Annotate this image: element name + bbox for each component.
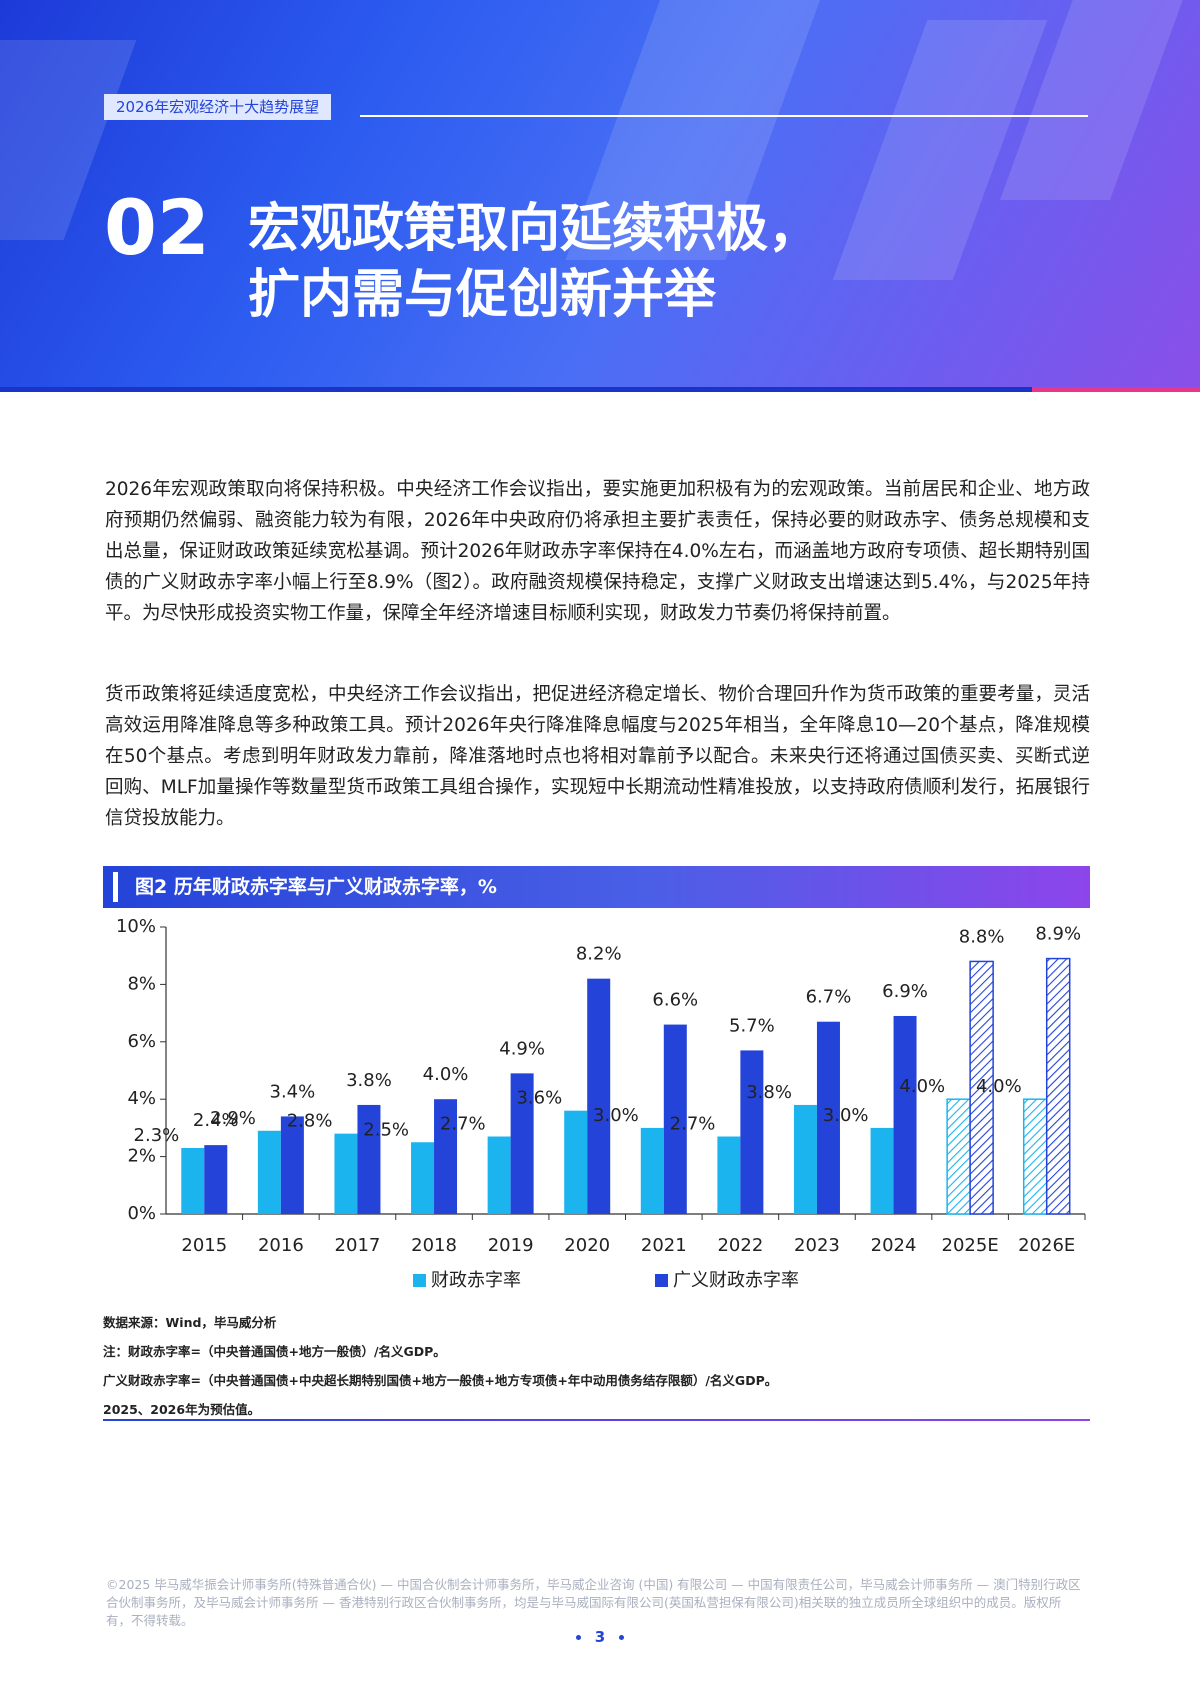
x-tick-label: 2015	[181, 1235, 227, 1256]
legend-label: 广义财政赤字率	[673, 1270, 799, 1291]
value-label: 4.0%	[976, 1076, 1022, 1097]
bar	[411, 1142, 435, 1214]
legend-swatch	[655, 1274, 668, 1287]
x-tick-label: 2024	[871, 1235, 917, 1256]
note: 2025、2026年为预估值。	[103, 1402, 261, 1417]
x-tick-label: 2025E	[942, 1235, 999, 1256]
value-label: 8.8%	[959, 926, 1005, 947]
title-line: 宏观政策取向延续积极，	[248, 199, 821, 259]
x-tick-label: 2023	[794, 1235, 840, 1256]
y-tick-label: 2%	[127, 1146, 156, 1167]
value-label: 4.0%	[423, 1064, 469, 1085]
copyright: ©2025 毕马威华振会计师事务所(特殊普通合伙) — 中国合伙制会计师事务所，…	[106, 1577, 1081, 1628]
header-banner: 2026年宏观经济十大趋势展望 02 宏观政策取向延续积极， 扩内需与促创新并举	[0, 0, 1200, 392]
bar	[357, 1104, 381, 1214]
y-tick-label: 0%	[127, 1203, 156, 1224]
x-tick-label: 2017	[335, 1235, 381, 1256]
paragraph: 2026年宏观政策取向将保持积极。中央经济工作会议指出，要实施更加积极有为的宏观…	[105, 479, 1090, 624]
x-tick-label: 2021	[641, 1235, 687, 1256]
bar	[434, 1099, 458, 1214]
bar	[257, 1130, 281, 1214]
value-label: 2.3%	[134, 1125, 180, 1146]
value-label: 4.9%	[499, 1038, 545, 1059]
note: 数据来源：Wind，毕马威分析	[103, 1315, 277, 1330]
bar	[181, 1147, 205, 1214]
x-tick-label: 2016	[258, 1235, 304, 1256]
banner-rule	[0, 387, 1200, 392]
section-title: 宏观政策取向延续积极， 扩内需与促创新并举	[248, 196, 820, 328]
legend-label: 财政赤字率	[431, 1270, 521, 1291]
value-label: 6.6%	[652, 990, 698, 1011]
value-label: 4.0%	[899, 1076, 945, 1097]
value-label: 2.9%	[210, 1108, 256, 1129]
x-tick-label: 2026E	[1018, 1235, 1075, 1256]
notes-rule	[103, 1419, 1090, 1421]
value-label: 3.8%	[346, 1070, 392, 1091]
value-label: 5.7%	[729, 1015, 775, 1036]
value-label: 6.7%	[806, 987, 852, 1008]
bar	[816, 1021, 840, 1214]
decor	[832, 20, 1048, 280]
paragraph: 货币政策将延续适度宽松，中央经济工作会议指出，把促进经济稳定增长、物价合理回升作…	[105, 684, 1090, 829]
bar	[487, 1136, 511, 1214]
page-number: 3	[0, 1628, 1200, 1646]
value-label: 3.8%	[746, 1082, 792, 1103]
bar	[204, 1145, 228, 1214]
header-rule	[360, 115, 1088, 117]
value-label: 3.6%	[516, 1088, 562, 1109]
y-tick-label: 6%	[127, 1031, 156, 1052]
bar	[640, 1127, 664, 1214]
value-label: 8.9%	[1035, 924, 1081, 945]
x-tick-label: 2018	[411, 1235, 457, 1256]
bar	[793, 1104, 817, 1214]
value-label: 3.0%	[823, 1105, 869, 1126]
bar	[663, 1024, 687, 1214]
value-label: 2.5%	[363, 1119, 409, 1140]
bar	[717, 1136, 741, 1214]
value-label: 2.7%	[440, 1114, 486, 1135]
note: 广义财政赤字率=（中央普通国债+中央超长期特别国债+地方一般债+地方专项债+年中…	[103, 1373, 778, 1388]
bar	[564, 1110, 588, 1214]
value-label: 6.9%	[882, 981, 928, 1002]
value-label: 8.2%	[576, 944, 622, 965]
bar	[969, 960, 994, 1215]
y-tick-label: 4%	[127, 1088, 156, 1109]
page-number-text: 3	[594, 1628, 606, 1646]
bar	[870, 1127, 894, 1214]
y-tick-label: 8%	[127, 973, 156, 994]
bar	[893, 1015, 917, 1214]
bar	[280, 1116, 304, 1214]
x-tick-label: 2019	[488, 1235, 534, 1256]
section-number: 02	[104, 183, 210, 272]
chart: 0% 2% 4% 6% 8% 10% 2015 2.3% 2.4% 2016 2.9% 3.4% 201…	[116, 916, 1086, 1291]
note: 注：财政赤字率=（中央普通国债+地方一般债）/名义GDP。	[103, 1344, 446, 1359]
legend-swatch	[413, 1274, 426, 1287]
bar	[946, 1098, 971, 1215]
bar	[740, 1050, 764, 1214]
value-label: 3.4%	[270, 1081, 316, 1102]
title-line: 扩内需与促创新并举	[248, 265, 717, 325]
y-tick-label: 10%	[116, 916, 156, 937]
bar	[587, 978, 611, 1214]
notes: 数据来源：Wind，毕马威分析 注：财政赤字率=（中央普通国债+地方一般债）/名…	[103, 1312, 777, 1428]
bar	[510, 1073, 534, 1214]
x-tick-label: 2022	[717, 1235, 763, 1256]
value-label: 2.8%	[287, 1111, 333, 1132]
value-label: 3.0%	[593, 1105, 639, 1126]
chart-title: 图2 历年财政赤字率与广义财政赤字率，%	[103, 866, 1090, 908]
header-tag: 2026年宏观经济十大趋势展望	[104, 94, 332, 120]
bar	[1022, 1098, 1048, 1215]
bar	[334, 1133, 358, 1214]
value-label: 2.4%	[193, 1110, 239, 1131]
x-tick-label: 2020	[564, 1235, 610, 1256]
value-label: 2.7%	[670, 1114, 716, 1135]
bar	[1045, 957, 1071, 1215]
